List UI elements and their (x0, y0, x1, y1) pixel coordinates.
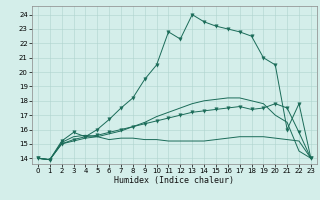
X-axis label: Humidex (Indice chaleur): Humidex (Indice chaleur) (115, 176, 234, 185)
